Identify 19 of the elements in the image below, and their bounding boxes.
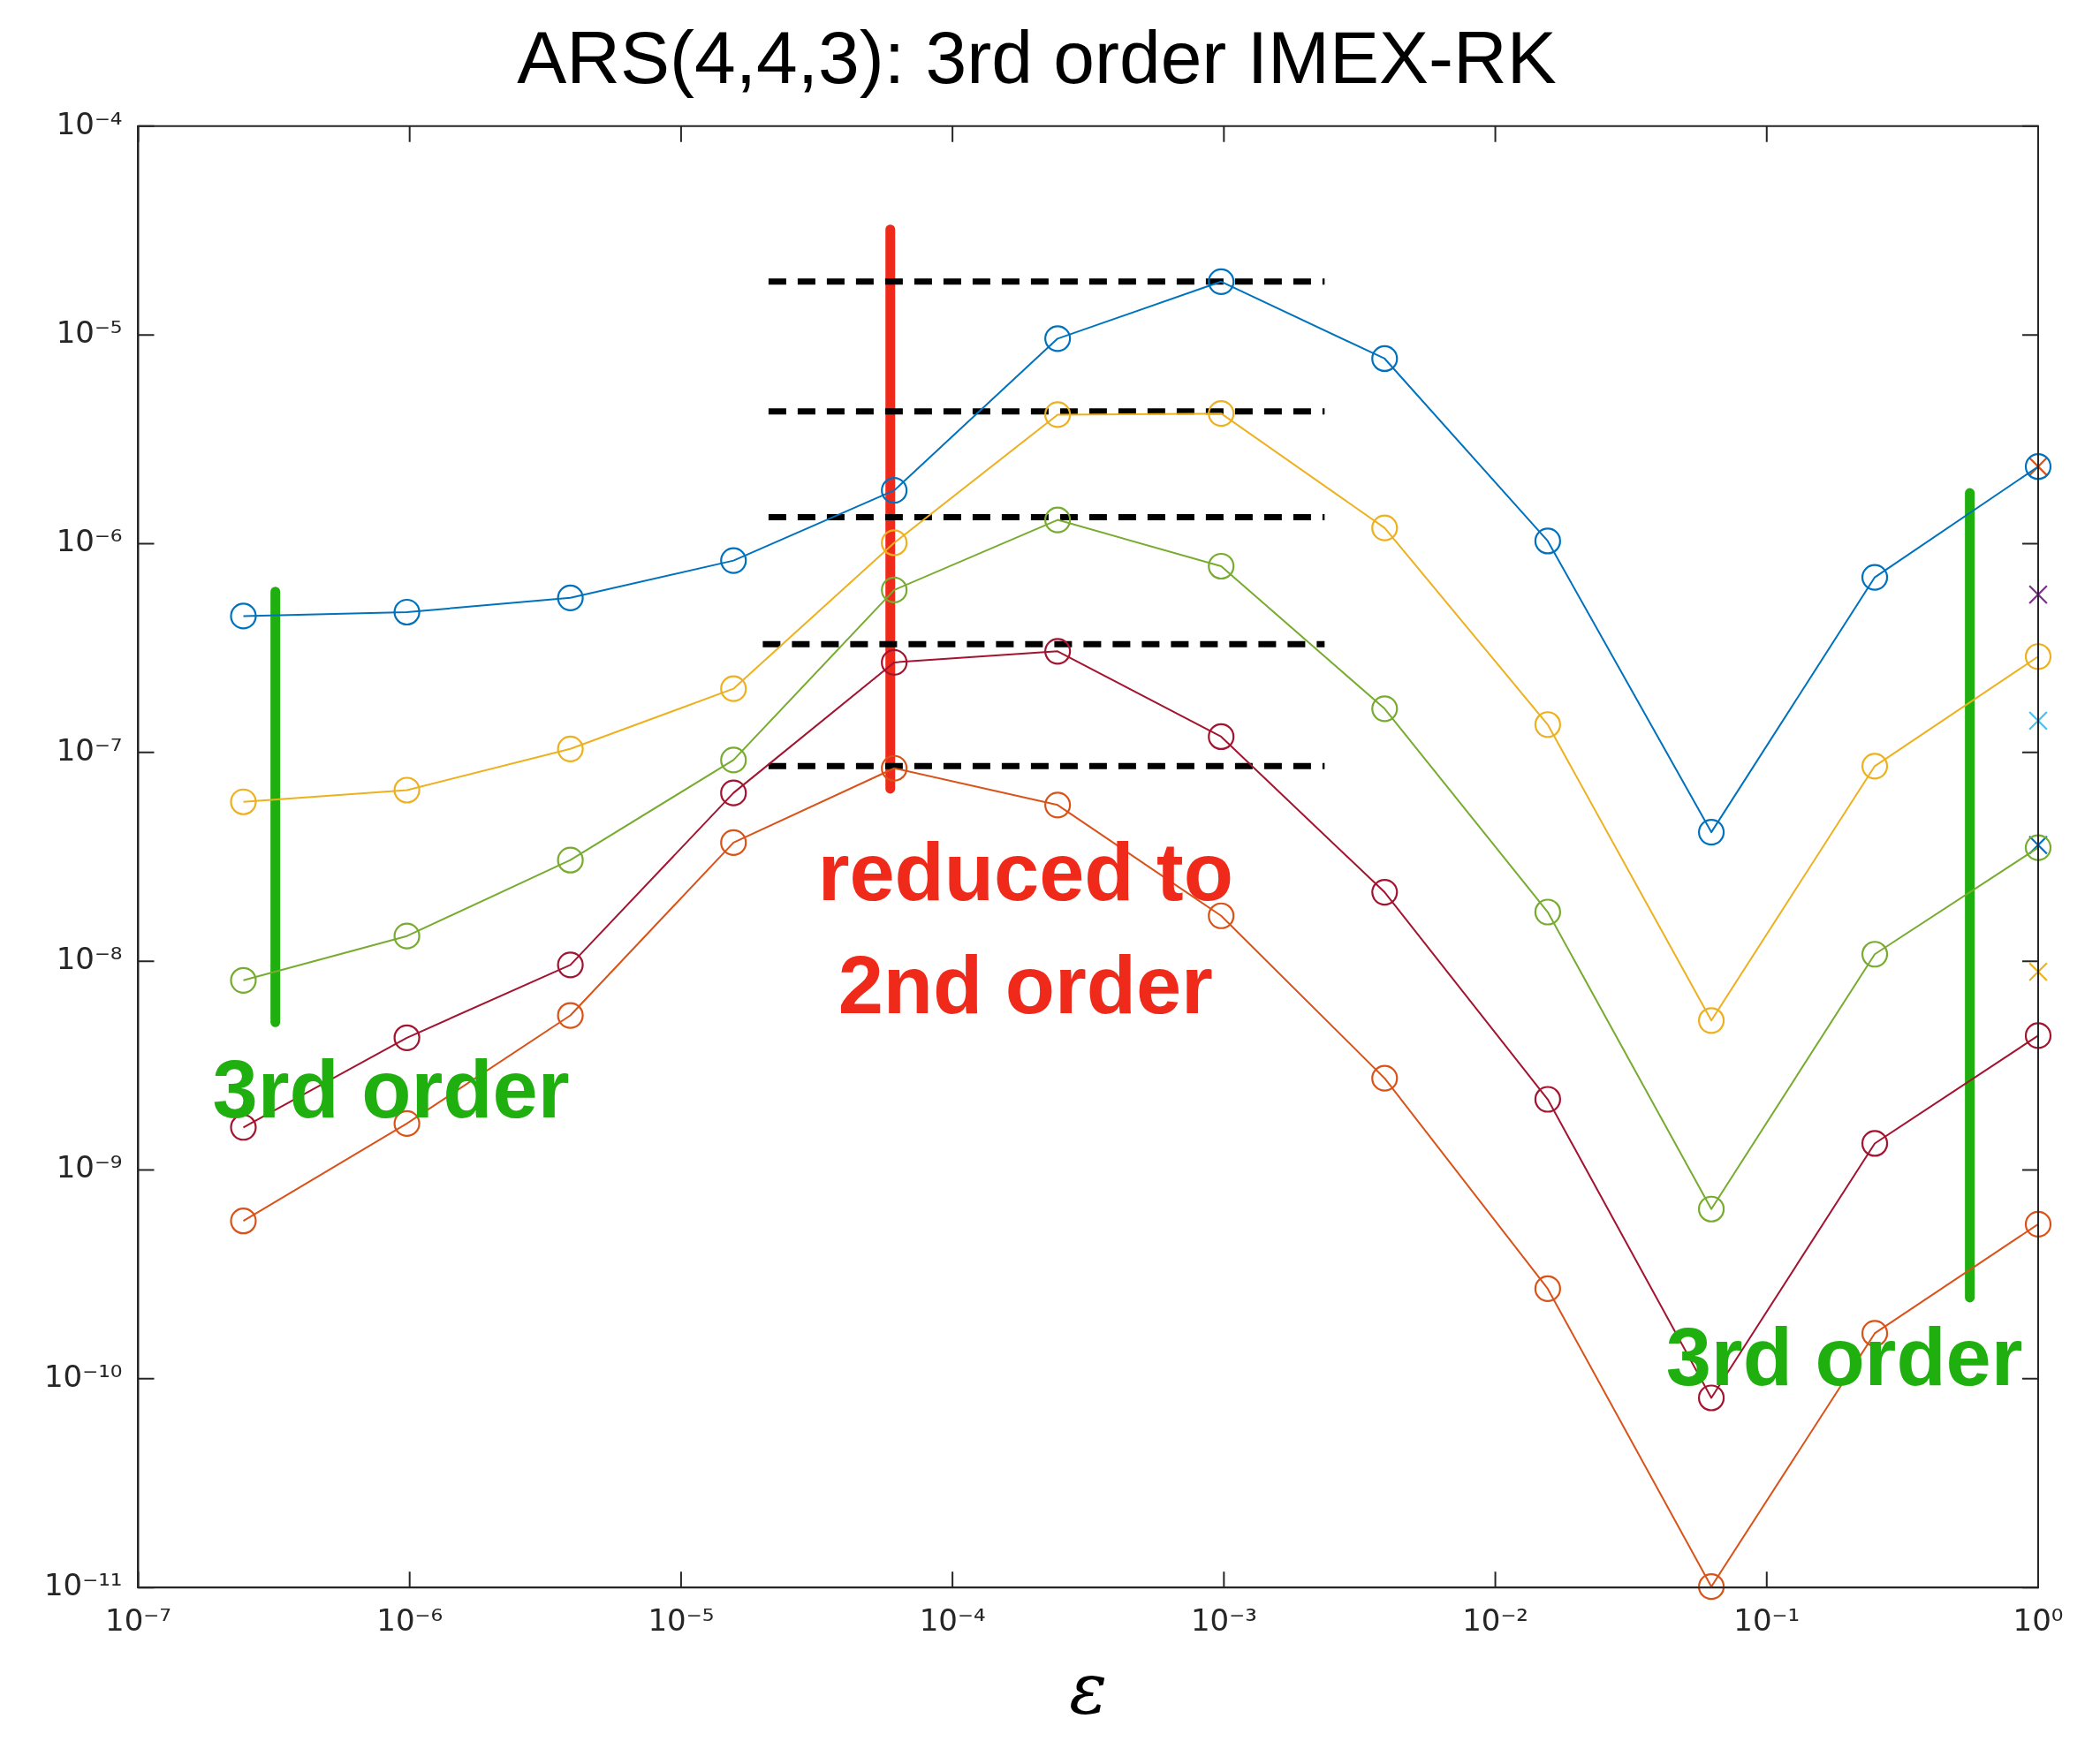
x-tick-label: 10⁻⁶: [376, 1602, 444, 1639]
x-tick-label: 10⁻⁵: [648, 1602, 715, 1639]
x-axis-title: ε: [1069, 1647, 1108, 1730]
x-tick-label: 10⁻⁴: [919, 1602, 986, 1639]
x-tick-label: 10⁻²: [1462, 1602, 1528, 1639]
y-tick-label: 10⁻⁹: [56, 1149, 123, 1185]
y-tick-label: 10⁻¹¹: [43, 1567, 123, 1603]
y-tick-label: 10⁻⁶: [56, 523, 123, 559]
y-tick-label: 10⁻¹⁰: [43, 1358, 123, 1394]
x-tick-label: 10⁰: [2013, 1602, 2064, 1639]
annotation: reduced to 2nd order: [817, 827, 1233, 1031]
chart-title: ARS(4,4,3): 3rd order IMEX-RK: [517, 15, 1557, 99]
x-tick-label: 10⁻⁷: [105, 1602, 171, 1639]
x-tick-label: 10⁻³: [1190, 1602, 1257, 1639]
y-tick-label: 10⁻⁴: [56, 105, 123, 141]
x-tick-label: 10⁻¹: [1733, 1602, 1801, 1639]
y-tick-label: 10⁻⁸: [56, 941, 123, 976]
y-tick-label: 10⁻⁷: [56, 731, 123, 768]
y-tick-label: 10⁻⁵: [56, 314, 123, 350]
